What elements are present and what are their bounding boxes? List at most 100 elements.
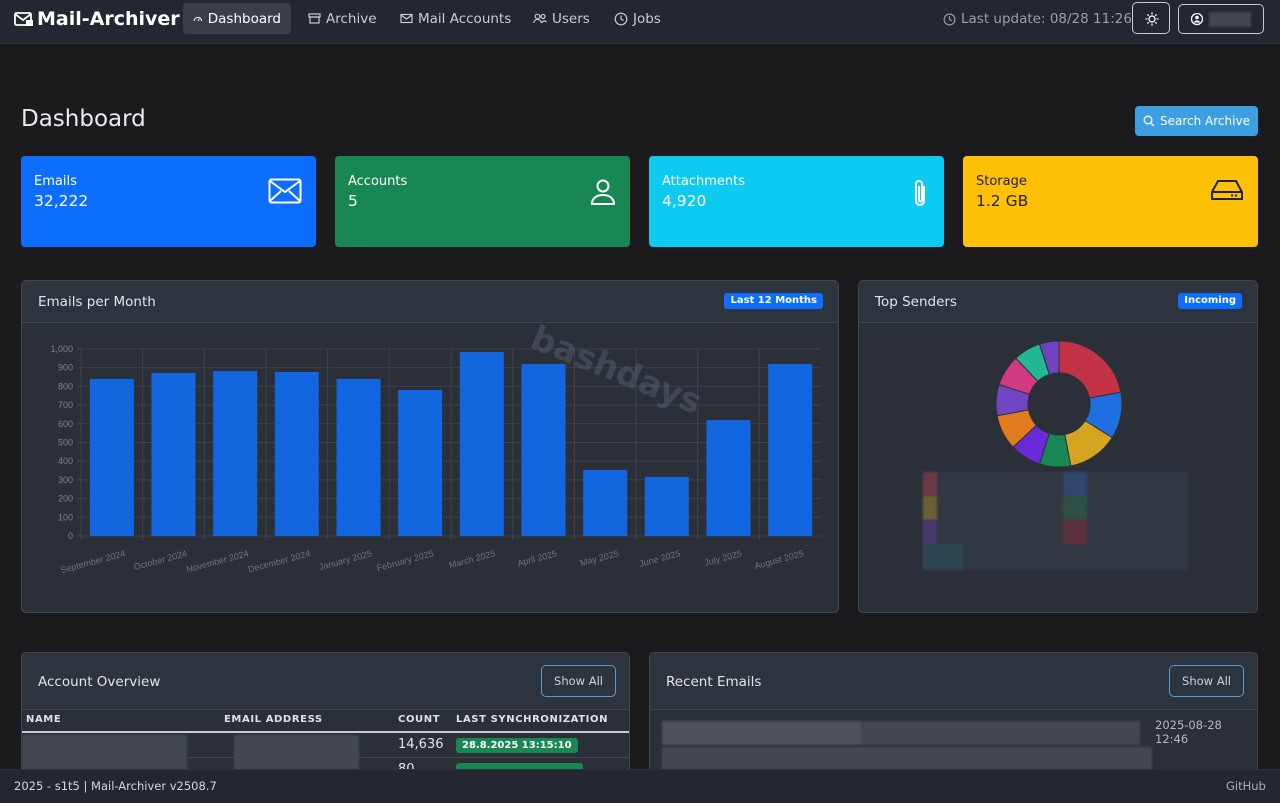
icon	[533, 13, 547, 24]
card-title: Account Overview	[38, 674, 161, 690]
chart-card: Emails per Month Last 12 Months 0 100 200 3…	[21, 280, 839, 613]
stat-value: 5	[348, 192, 358, 210]
search-button[interactable]: Search Archive	[1135, 106, 1258, 136]
bar	[521, 363, 566, 536]
navbar: Mail-Archiver Dashboard Archive Mail Acc…	[0, 0, 1280, 44]
sync-badge: 28.8.2025 13:15:10	[456, 738, 578, 753]
stat-value: 4,920	[662, 192, 707, 210]
icon	[1211, 180, 1243, 200]
card-header: Emails per Month Last 12 Months	[22, 281, 838, 323]
redacted	[923, 472, 937, 496]
y-tick-label: 400	[58, 456, 73, 466]
icon	[590, 179, 616, 205]
y-tick-label: 700	[58, 400, 73, 410]
footer: 2025 - s1t5 | Mail-Archiver v2508.7 GitH…	[0, 769, 1280, 803]
card-title: Recent Emails	[666, 674, 762, 690]
user-menu[interactable]	[1178, 4, 1264, 34]
nav-link[interactable]: Mail Accounts	[390, 3, 521, 34]
x-tick-label: July 2025	[703, 548, 743, 568]
stat-label: Storage	[976, 174, 1027, 189]
redacted-legend	[923, 472, 1188, 570]
table-divider	[22, 731, 629, 733]
card-header: Recent Emails Show All	[650, 653, 1257, 710]
last-update-text: Last update: 08/28 11:26	[961, 11, 1132, 27]
y-tick-label: 100	[58, 512, 73, 522]
x-tick-label: June 2025	[638, 548, 681, 569]
table-header: EMAIL ADDRESS	[224, 714, 323, 725]
bar	[274, 372, 319, 536]
bar	[706, 420, 751, 536]
icon	[400, 13, 413, 24]
nav-link[interactable]: Jobs	[604, 3, 671, 34]
show-all-button[interactable]: Show All	[541, 665, 616, 697]
card-header: Top Senders Incoming	[859, 281, 1257, 323]
table-header: COUNT	[398, 714, 441, 725]
redacted	[862, 721, 1140, 745]
y-tick-label: 600	[58, 419, 73, 429]
stat-label: Emails	[34, 174, 77, 189]
y-tick-label: 1,000	[50, 344, 73, 354]
stat-value: 1.2 GB	[976, 192, 1029, 210]
recent-card: Recent Emails Show All 2025-08-28 12:46	[649, 652, 1258, 792]
badge: Last 12 Months	[724, 293, 823, 309]
bar	[583, 469, 628, 536]
x-tick-label: September 2024	[59, 548, 126, 575]
card-title: Emails per Month	[38, 294, 156, 310]
x-tick-label: November 2024	[185, 548, 249, 574]
x-tick-label: August 2025	[753, 548, 804, 571]
nav-link[interactable]: Archive	[298, 3, 387, 34]
card-header: Account Overview Show All	[22, 653, 629, 710]
icon	[1143, 115, 1155, 127]
icon	[915, 180, 925, 206]
y-tick-label: 300	[58, 475, 73, 485]
icon	[193, 16, 203, 22]
show-all-button[interactable]: Show All	[1169, 665, 1244, 697]
table-header: LAST SYNCHRONIZATION	[456, 714, 609, 725]
redacted	[662, 747, 1152, 771]
redacted	[234, 735, 359, 775]
stat-label: Attachments	[662, 174, 745, 189]
redacted	[923, 544, 963, 570]
stat-card: Emails 32,222	[21, 156, 316, 247]
badge: Incoming	[1178, 293, 1242, 309]
bar	[644, 476, 689, 536]
y-tick-label: 0	[68, 531, 73, 541]
footer-text: 2025 - s1t5 | Mail-Archiver v2508.7	[14, 779, 217, 793]
bar	[213, 371, 258, 536]
x-tick-label: May 2025	[579, 548, 620, 568]
stat-card: Accounts 5	[335, 156, 630, 247]
card-title: Top Senders	[875, 294, 957, 310]
github-link[interactable]: GitHub	[1226, 779, 1266, 793]
stat-card: Attachments 4,920	[649, 156, 944, 247]
accounts-card: Account Overview Show All NAME EMAIL ADD…	[21, 652, 630, 792]
donut-segment	[1058, 340, 1122, 399]
bar-chart: 0 100 200 300 400 500 600 700 800 900 1,000 Septemb…	[50, 344, 821, 575]
x-tick-label: December 2024	[247, 548, 311, 574]
nav-link-text: Mail Accounts	[418, 10, 512, 27]
redacted	[923, 496, 937, 520]
brand[interactable]: Mail-Archiver	[14, 8, 180, 30]
redacted	[1063, 472, 1087, 496]
y-tick-label: 500	[58, 438, 73, 448]
brand-text: Mail-Archiver	[37, 8, 180, 30]
icon	[1145, 12, 1159, 26]
bar	[459, 351, 504, 536]
nav-link[interactable]: Users	[523, 3, 600, 34]
redacted	[22, 735, 187, 775]
y-tick-label: 900	[58, 363, 73, 373]
icon	[308, 13, 321, 24]
email-date: 2025-08-28 12:46	[1155, 718, 1222, 746]
bar	[89, 378, 134, 536]
x-tick-label: January 2025	[318, 548, 373, 572]
table-header: NAME	[26, 714, 62, 725]
page-title: Dashboard	[21, 106, 146, 132]
x-tick-label: March 2025	[448, 548, 496, 570]
y-tick-label: 800	[58, 381, 73, 391]
donut-segment	[1038, 340, 1060, 376]
y-tick-label: 200	[58, 494, 73, 504]
theme-toggle[interactable]	[1132, 2, 1170, 34]
bar	[151, 372, 196, 536]
redacted	[923, 520, 937, 544]
icon	[1190, 12, 1204, 26]
nav-link[interactable]: Dashboard	[183, 3, 291, 34]
